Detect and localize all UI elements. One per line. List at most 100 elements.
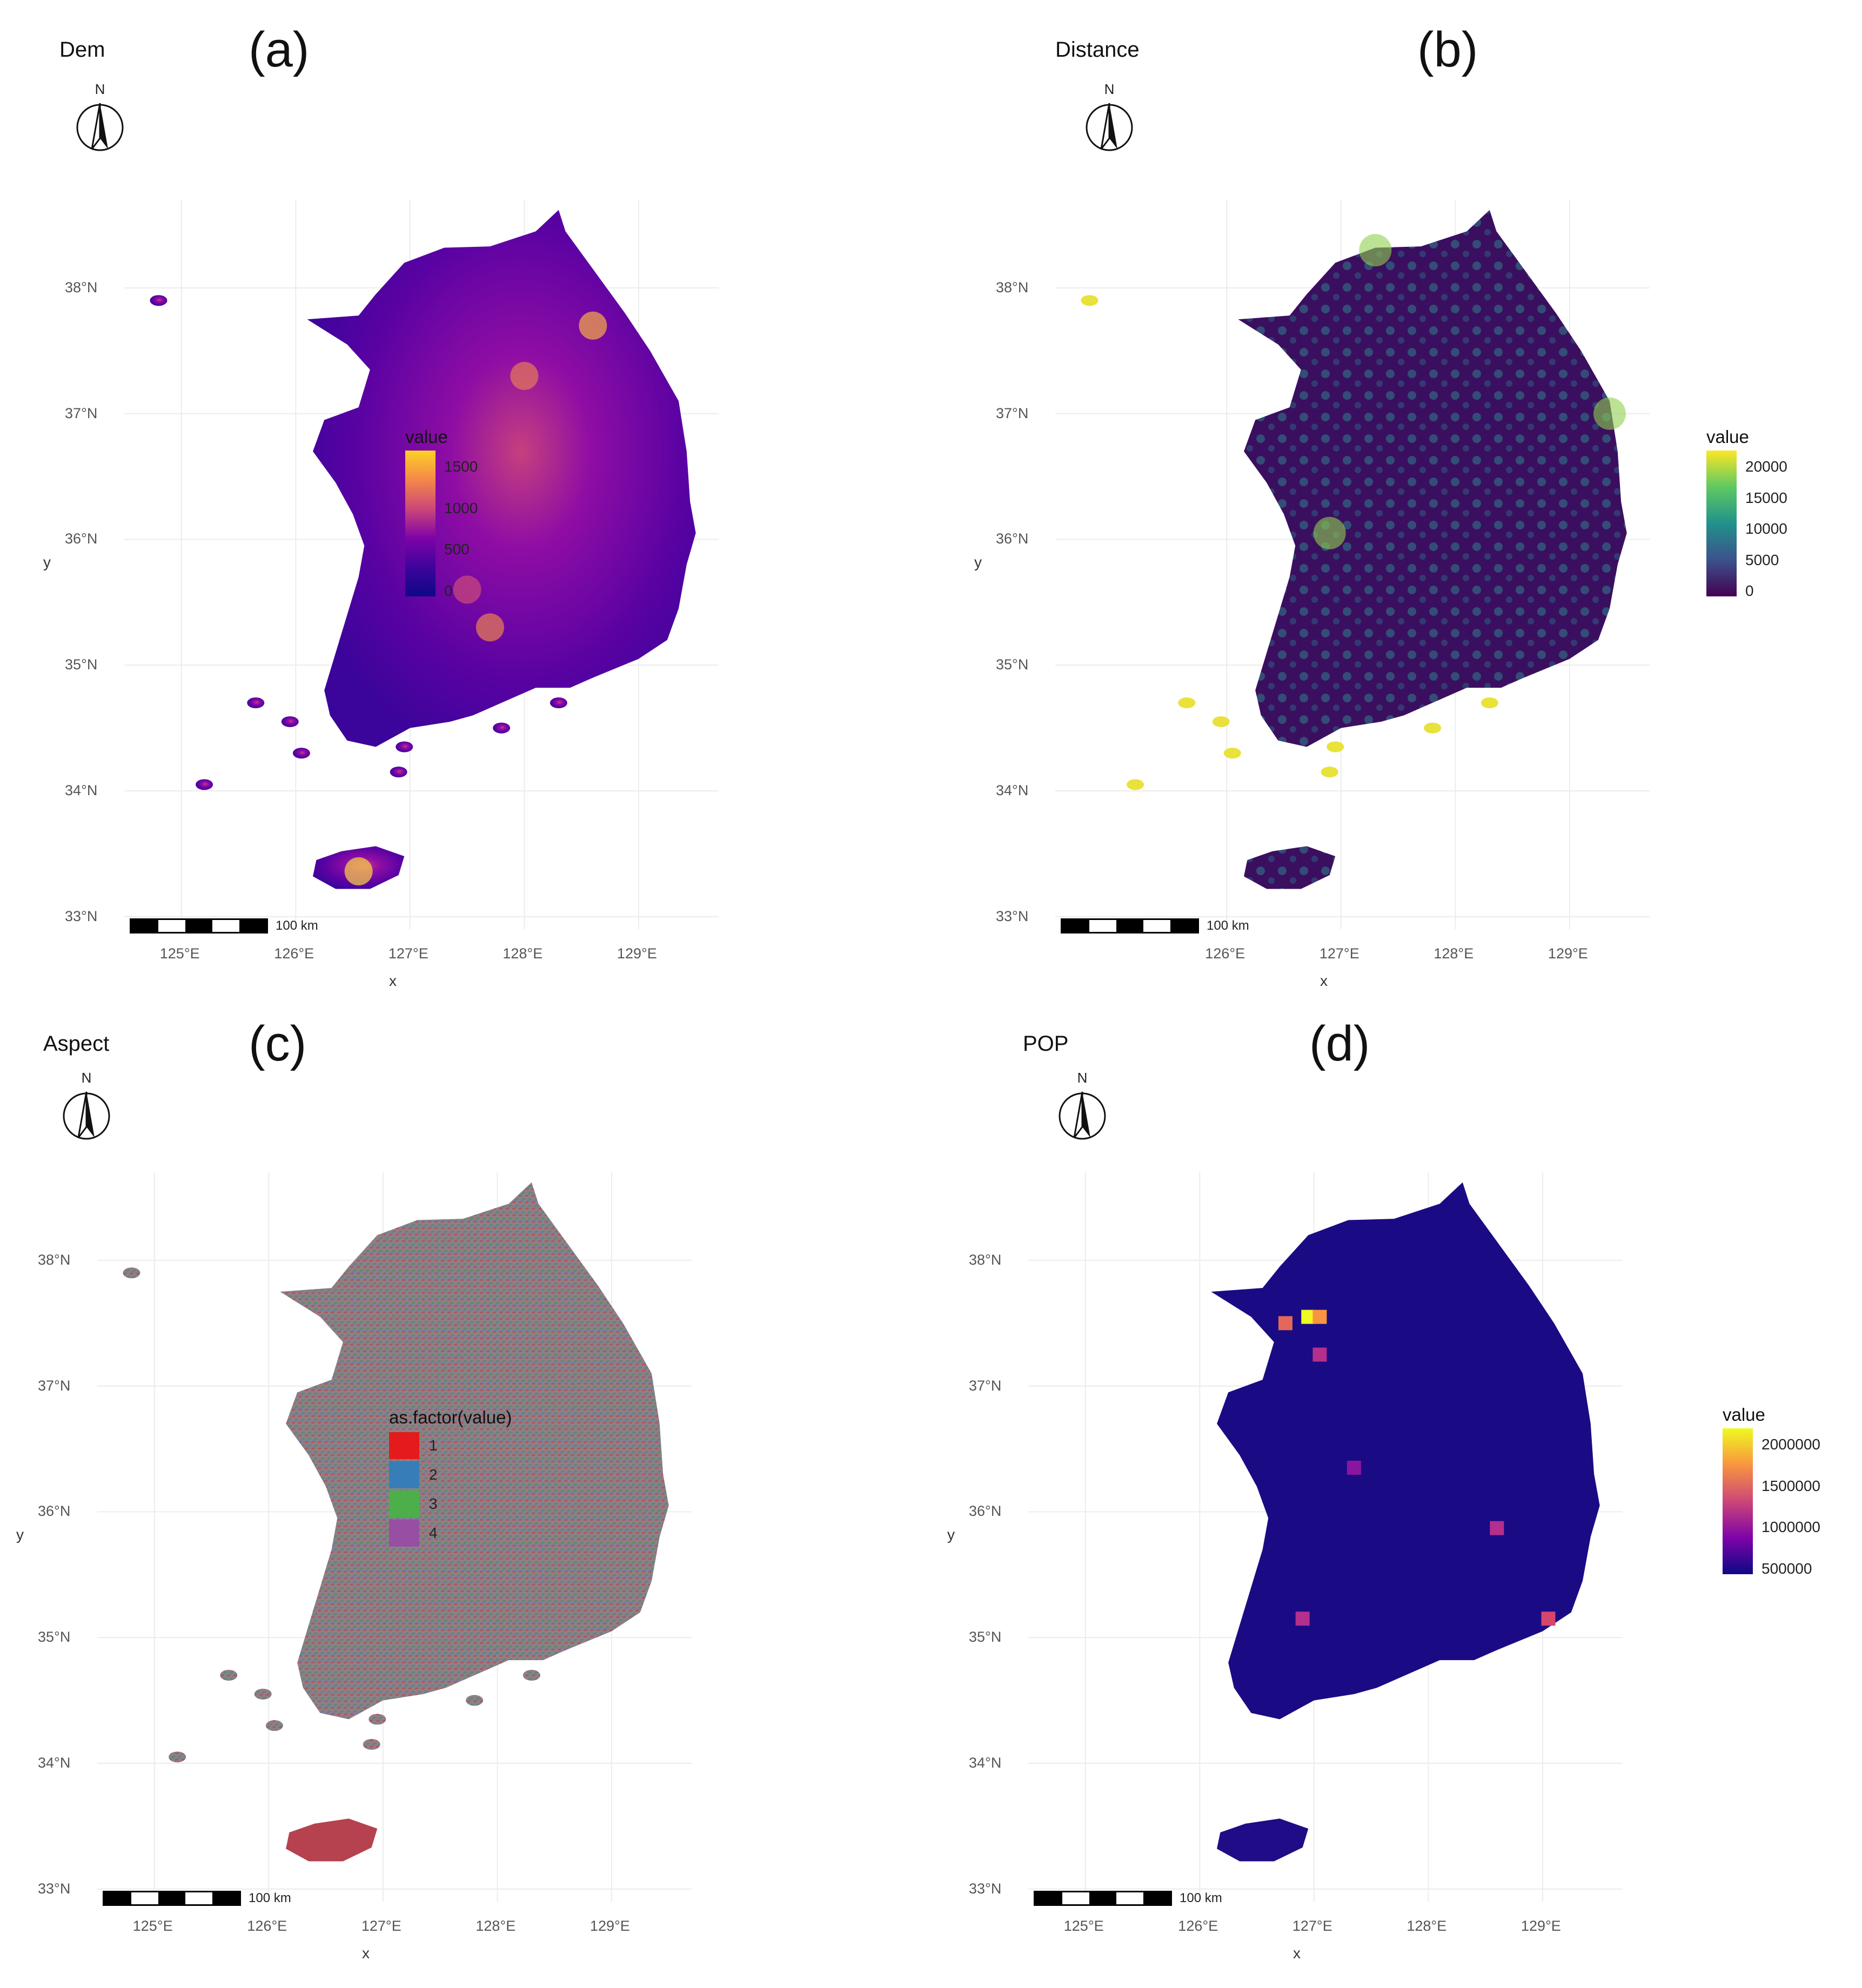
- scale-bar-label: 100 km: [1207, 918, 1249, 933]
- colorbar-tick-label: 2000000: [1761, 1436, 1821, 1453]
- legend-title: value: [1706, 427, 1749, 447]
- legend: value 2000000 1500000 1000000 500000: [1723, 1405, 1861, 1577]
- lon-tick-label: 129°E: [1548, 945, 1588, 962]
- scale-bar-label: 100 km: [1180, 1891, 1222, 1905]
- scale-bar-segment: [131, 1892, 158, 1904]
- panel-letter: (d): [1309, 1016, 1370, 1071]
- panel-dem: Dem (a) N 38°N 37°N 36°N 35°N 34°N 33°N 125°E 126°…: [0, 0, 931, 994]
- lon-tick-label: 128°E: [503, 945, 543, 962]
- map-canvas: [97, 1172, 692, 1902]
- lon-tick-label: 125°E: [1063, 1918, 1104, 1934]
- lon-tick-label: 127°E: [388, 945, 428, 962]
- x-axis-label: x: [362, 1945, 370, 1962]
- legend-item: 4: [389, 1519, 512, 1548]
- colorbar-tick-label: 500000: [1761, 1560, 1812, 1577]
- lon-tick-label: 126°E: [1205, 945, 1245, 962]
- lat-tick-label: 34°N: [996, 782, 1029, 798]
- lon-tick-label: 129°E: [617, 945, 657, 962]
- colorbar-tick-label: 500: [444, 541, 470, 558]
- lat-tick-label: 36°N: [65, 530, 98, 547]
- north-arrow-icon: N: [1053, 1070, 1112, 1145]
- lat-tick-label: 38°N: [65, 279, 98, 295]
- lat-tick-label: 34°N: [38, 1754, 71, 1771]
- colorbar-tick-label: 5000: [1745, 551, 1779, 568]
- scale-bar-segments: [1061, 918, 1199, 933]
- mainland-shape: [1238, 210, 1627, 747]
- legend: value 20000 15000 10000 5000 0: [1706, 427, 1845, 599]
- panel-title: Dem: [59, 38, 105, 62]
- legend-swatch: [389, 1490, 419, 1517]
- lat-tick-label: 34°N: [65, 782, 98, 798]
- colorbar-tick-label: 20000: [1745, 458, 1787, 475]
- lat-tick-label: 33°N: [38, 1880, 71, 1897]
- lon-tick-label: 128°E: [475, 1918, 516, 1934]
- map-canvas: [124, 200, 719, 929]
- colorbar-labels: 20000 15000 10000 5000 0: [1737, 451, 1845, 599]
- lat-tick-label: 34°N: [969, 1754, 1002, 1771]
- legend-item-label: 3: [429, 1495, 438, 1512]
- scale-bar-segment: [158, 1892, 185, 1904]
- y-axis-label: y: [974, 554, 982, 570]
- scale-bar-segment: [158, 920, 185, 932]
- scale-bar-segment: [212, 1892, 239, 1904]
- scale-bar-segment: [1062, 920, 1089, 932]
- scale-bar-segment: [239, 920, 266, 932]
- lat-tick-label: 37°N: [969, 1377, 1002, 1394]
- scale-bar: 100 km: [130, 918, 318, 933]
- scale-bar: 100 km: [1034, 1891, 1222, 1906]
- jeju-island-shape: [286, 1818, 378, 1862]
- scale-bar-segment: [104, 1892, 131, 1904]
- colorbar-labels: 1500 1000 500 0: [436, 451, 544, 599]
- legend-swatch: [389, 1520, 419, 1547]
- y-axis-label: y: [16, 1526, 24, 1543]
- y-axis-label: y: [43, 554, 51, 570]
- lon-tick-label: 127°E: [1292, 1918, 1332, 1934]
- lon-tick-label: 129°E: [590, 1918, 630, 1934]
- legend: as.factor(value) 1 2 3 4: [389, 1407, 512, 1548]
- colorbar-tick-label: 0: [444, 582, 453, 599]
- legend-swatch: [389, 1432, 419, 1459]
- x-axis-label: x: [1320, 972, 1328, 989]
- jeju-island-shape: [1244, 846, 1336, 889]
- legend-title: as.factor(value): [389, 1407, 512, 1427]
- lat-tick-label: 35°N: [38, 1629, 71, 1646]
- colorbar-tick-label: 10000: [1745, 520, 1787, 537]
- scale-bar-segments: [130, 918, 268, 933]
- colorbar: 20000 15000 10000 5000 0: [1706, 451, 1845, 599]
- colorbar-tick-label: 1500: [444, 458, 478, 475]
- north-label: N: [81, 1070, 92, 1086]
- scale-bar-segment: [131, 920, 158, 932]
- colorbar-tick-label: 1500000: [1761, 1477, 1821, 1494]
- lon-tick-label: 125°E: [159, 945, 200, 962]
- lat-tick-label: 37°N: [996, 405, 1029, 421]
- lon-tick-label: 127°E: [1319, 945, 1359, 962]
- lat-tick-label: 35°N: [969, 1629, 1002, 1646]
- north-label: N: [95, 81, 105, 97]
- lon-tick-label: 129°E: [1521, 1918, 1561, 1934]
- scale-bar-segment: [1143, 920, 1170, 932]
- lon-tick-label: 127°E: [361, 1918, 401, 1934]
- x-axis-label: x: [389, 972, 397, 989]
- lon-tick-label: 126°E: [274, 945, 314, 962]
- panel-aspect: Aspect (c) N 38°N 37°N 36°N 35°N 34°N 33°N 125°E 1…: [0, 994, 931, 1988]
- legend-item: 2: [389, 1460, 512, 1489]
- colorbar-gradient: [405, 451, 436, 596]
- lat-tick-label: 37°N: [65, 405, 98, 421]
- colorbar-labels: 2000000 1500000 1000000 500000: [1753, 1428, 1861, 1577]
- scale-bar-segments: [1034, 1891, 1172, 1906]
- lat-tick-label: 35°N: [65, 656, 98, 673]
- lon-tick-label: 125°E: [132, 1918, 173, 1934]
- panel-title: Aspect: [43, 1032, 110, 1056]
- lat-tick-label: 38°N: [996, 279, 1029, 295]
- legend-title: value: [405, 427, 448, 447]
- legend-item: 3: [389, 1489, 512, 1519]
- colorbar-tick-label: 1000000: [1761, 1519, 1821, 1536]
- scale-bar: 100 km: [103, 1891, 291, 1906]
- panel-pop: POP (d) N 38°N 37°N 36°N 35°N 34°N 33°N 125°E 126°…: [931, 994, 1862, 1988]
- panel-letter: (b): [1417, 22, 1478, 77]
- panel-letter: (a): [249, 22, 310, 77]
- north-label: N: [1077, 1070, 1088, 1086]
- north-arrow-icon: N: [57, 1070, 116, 1145]
- legend-item: 1: [389, 1431, 512, 1460]
- north-arrow-icon: N: [1080, 81, 1139, 157]
